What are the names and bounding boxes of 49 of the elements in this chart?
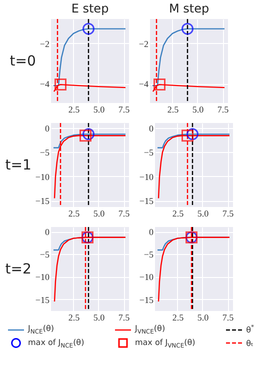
x-tick-label: 2.5 bbox=[172, 208, 184, 218]
x-tick-label: 5.0 bbox=[93, 208, 106, 218]
y-tick-label: −5 bbox=[40, 250, 50, 260]
y-axis-title: t=2 bbox=[5, 262, 32, 278]
y-tick-label: −15 bbox=[35, 294, 50, 305]
x-tick-label: 2.5 bbox=[172, 312, 184, 322]
y-tick-label: 0 bbox=[149, 227, 154, 238]
x-tick-label: 7.5 bbox=[222, 312, 234, 322]
legend-label: max of J$_{NCE}$(θ) bbox=[28, 338, 84, 350]
y-tick-label: −4 bbox=[40, 79, 50, 90]
x-tick-label: 5.0 bbox=[93, 104, 106, 114]
y-tick-label: −10 bbox=[35, 172, 50, 182]
y-tick-label: −5 bbox=[40, 148, 50, 158]
y-tick-label: −15 bbox=[139, 196, 154, 206]
chart-title: E step bbox=[71, 1, 109, 16]
x-tick-label: 2.5 bbox=[68, 208, 80, 218]
y-axis-title: t=1 bbox=[5, 158, 32, 174]
y-tick-label: −5 bbox=[144, 250, 154, 260]
x-tick-label: 7.5 bbox=[118, 312, 130, 322]
y-tick-label: 0 bbox=[45, 123, 50, 134]
legend-label: θ$^{*}$ bbox=[246, 324, 254, 336]
x-tick-label: 5.0 bbox=[192, 104, 204, 114]
x-tick-label: 7.5 bbox=[118, 104, 130, 114]
x-tick-label: 2.5 bbox=[68, 312, 80, 322]
x-tick-label: 5.0 bbox=[93, 312, 106, 322]
y-tick-label: −10 bbox=[139, 172, 154, 182]
x-tick-label: 2.5 bbox=[167, 104, 180, 114]
y-tick-label: −2 bbox=[138, 38, 148, 49]
y-tick-label: 0 bbox=[45, 227, 50, 238]
chart-title: M step bbox=[168, 1, 210, 16]
x-tick-label: 7.5 bbox=[217, 104, 230, 114]
x-tick-label: 2.5 bbox=[68, 104, 80, 114]
y-axis-title: t=0 bbox=[10, 54, 36, 70]
y-tick-label: −15 bbox=[35, 196, 50, 206]
y-tick-label: −5 bbox=[144, 148, 154, 158]
legend-label: J$_{NCE}$(θ) bbox=[28, 324, 54, 336]
y-tick-label: 0 bbox=[149, 123, 154, 134]
y-tick-label: −2 bbox=[40, 38, 50, 49]
legend-label: θₜ bbox=[246, 338, 254, 348]
y-tick-label: −10 bbox=[139, 272, 154, 282]
y-tick-label: −4 bbox=[138, 79, 149, 90]
x-tick-label: 7.5 bbox=[118, 208, 130, 218]
legend-label: J$_{VNCE}$(θ) bbox=[134, 324, 166, 336]
y-tick-label: −15 bbox=[139, 294, 154, 305]
y-tick-label: −10 bbox=[35, 272, 50, 282]
legend-label: max of J$_{VNCE}$(θ) bbox=[134, 338, 196, 350]
x-tick-label: 5.0 bbox=[197, 208, 210, 218]
x-tick-label: 7.5 bbox=[222, 208, 234, 218]
x-tick-label: 5.0 bbox=[197, 312, 210, 322]
